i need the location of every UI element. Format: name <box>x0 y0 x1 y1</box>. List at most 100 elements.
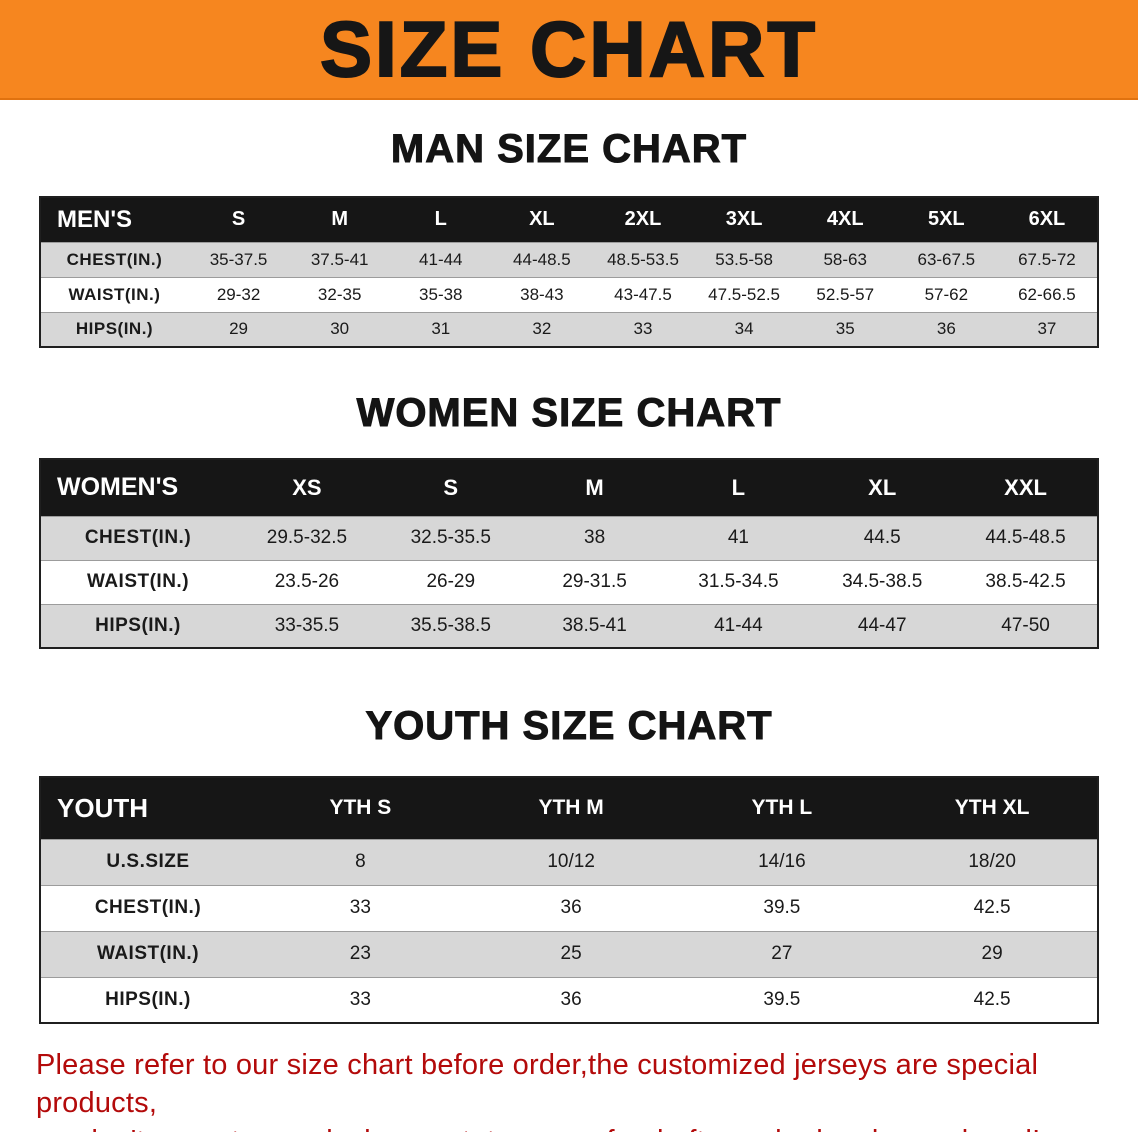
table-cell: 33 <box>633 319 653 339</box>
table-cell: 37 <box>1037 319 1057 339</box>
column-header: 3XL <box>693 197 795 242</box>
table-cell: 35.5-38.5 <box>410 614 491 636</box>
column-header: S <box>188 197 290 242</box>
column-header: 6XL <box>996 197 1098 242</box>
table-cell: 32.5-35.5 <box>410 527 491 548</box>
table-cell: 26-29 <box>426 571 476 592</box>
table-cell: 39.5 <box>763 988 801 1010</box>
column-header: M <box>522 459 667 516</box>
table-cell: 41-44 <box>714 614 763 636</box>
notice-line-2: we don't accept cancel, change, teturn o… <box>36 1122 1118 1132</box>
table-row: HIPS(IN.) 33-35.5 35.5-38.5 38.5-41 41-44 44-… <box>40 604 1098 648</box>
footer-notice: Please refer to our size chart before or… <box>36 1046 1118 1132</box>
column-header: 2XL <box>592 197 694 242</box>
table-cell: 63-67.5 <box>917 249 976 269</box>
table-cell: 44-48.5 <box>513 249 571 269</box>
table-row: U.S.SIZE 8 10/12 14/16 18/20 <box>40 839 1098 885</box>
table-cell: 29-32 <box>216 284 261 304</box>
row-label: HIPS(IN.) <box>75 319 154 339</box>
table-cell: 25 <box>560 943 582 964</box>
table-cell: 38-43 <box>520 284 564 304</box>
table-header-row: MEN'S S M L XL 2XL 3XL 4XL 5XL 6XL <box>40 197 1098 242</box>
table-cell: 23.5-26 <box>274 571 340 592</box>
table-cell: 35 <box>835 319 855 339</box>
table-row: CHEST(IN.) 35-37.5 37.5-41 41-44 44-48.5 48.5… <box>40 242 1098 277</box>
table-cell: 42.5 <box>973 897 1011 918</box>
table-cell: 29 <box>981 943 1003 964</box>
banner: SIZE CHART <box>0 0 1138 100</box>
table-row: WAIST(IN.) 23.5-26 26-29 29-31.5 31.5-34.5 34… <box>40 560 1098 604</box>
table-corner-label: WOMEN'S <box>40 459 235 516</box>
page-title: SIZE CHART <box>319 5 818 93</box>
table-cell: 32-35 <box>317 284 362 304</box>
table-cell: 39.5 <box>763 897 801 918</box>
women-size-section: WOMEN SIZE CHART WOMEN'S XS S M L XL XXL CHEST(… <box>0 390 1138 649</box>
row-label: WAIST(IN.) <box>96 943 200 964</box>
column-header: YTH XL <box>887 777 1098 839</box>
table-cell: 33 <box>349 897 371 918</box>
table-cell: 62-66.5 <box>1018 284 1076 304</box>
table-cell: 29 <box>229 319 249 339</box>
table-cell: 32 <box>532 319 552 339</box>
table-cell: 52.5-57 <box>816 284 875 304</box>
men-size-table: MEN'S S M L XL 2XL 3XL 4XL 5XL 6XL CHEST(IN.) 35-37… <box>39 196 1099 348</box>
table-cell: 10/12 <box>547 851 595 872</box>
column-header: YTH S <box>255 777 466 839</box>
table-cell: 36 <box>936 319 956 339</box>
row-label: CHEST(IN.) <box>94 897 202 918</box>
column-header: 5XL <box>895 197 997 242</box>
table-cell: 34.5-38.5 <box>842 571 923 592</box>
men-section-heading: MAN SIZE CHART <box>390 127 748 172</box>
table-row: HIPS(IN.) 29 30 31 32 33 34 35 36 37 <box>40 312 1098 347</box>
table-row: CHEST(IN.) 33 36 39.5 42.5 <box>40 885 1098 931</box>
table-row: HIPS(IN.) 33 36 39.5 42.5 <box>40 977 1098 1023</box>
column-header: L <box>390 197 492 242</box>
column-header: XXL <box>954 459 1098 516</box>
row-label: WAIST(IN.) <box>86 571 190 592</box>
column-header: YTH M <box>465 777 677 839</box>
table-cell: 35-38 <box>419 284 463 304</box>
table-cell: 8 <box>355 851 366 872</box>
row-label: CHEST(IN.) <box>84 527 192 548</box>
row-label: U.S.SIZE <box>106 851 190 872</box>
column-header: L <box>666 459 811 516</box>
table-cell: 33 <box>349 988 371 1010</box>
women-size-table: WOMEN'S XS S M L XL XXL CHEST(IN.) 29.5-32.5 32.5… <box>39 458 1099 649</box>
column-header: S <box>378 459 523 516</box>
youth-section-heading: YOUTH SIZE CHART <box>365 704 773 749</box>
table-cell: 18/20 <box>968 851 1016 872</box>
table-cell: 14/16 <box>758 851 806 872</box>
table-cell: 29.5-32.5 <box>266 527 348 548</box>
table-row: WAIST(IN.) 29-32 32-35 35-38 38-43 43-47.5 47.… <box>40 277 1098 312</box>
row-label: HIPS(IN.) <box>95 614 181 636</box>
table-cell: 23 <box>349 943 371 964</box>
table-row: CHEST(IN.) 29.5-32.5 32.5-35.5 38 41 44.5 44.5… <box>40 516 1098 560</box>
table-cell: 43-47.5 <box>614 284 672 304</box>
table-cell: 37.5-41 <box>310 249 369 269</box>
row-label: HIPS(IN.) <box>105 988 191 1010</box>
table-cell: 31.5-34.5 <box>698 571 779 592</box>
table-cell: 57-62 <box>924 284 969 304</box>
table-cell: 44-47 <box>857 614 907 636</box>
table-cell: 42.5 <box>973 988 1011 1010</box>
table-cell: 53.5-58 <box>715 249 773 269</box>
table-row: WAIST(IN.) 23 25 27 29 <box>40 931 1098 977</box>
row-label: CHEST(IN.) <box>66 249 163 269</box>
table-cell: 36 <box>560 897 582 918</box>
column-header: XL <box>810 459 955 516</box>
table-corner-label: YOUTH <box>40 777 255 839</box>
table-cell: 47.5-52.5 <box>708 284 781 304</box>
table-cell: 58-63 <box>823 249 867 269</box>
table-cell: 38.5-42.5 <box>985 571 1066 592</box>
table-cell: 34 <box>734 319 754 339</box>
table-cell: 47-50 <box>1001 614 1050 636</box>
youth-size-section: YOUTH SIZE CHART YOUTH YTH S YTH M YTH L YTH… <box>0 703 1138 1024</box>
table-cell: 67.5-72 <box>1018 249 1076 269</box>
table-cell: 44.5-48.5 <box>985 527 1066 548</box>
women-section-heading: WOMEN SIZE CHART <box>356 391 782 436</box>
table-cell: 31 <box>431 319 451 339</box>
column-header: XL <box>491 197 593 242</box>
table-corner-label: MEN'S <box>40 197 188 242</box>
column-header: YTH L <box>676 777 888 839</box>
